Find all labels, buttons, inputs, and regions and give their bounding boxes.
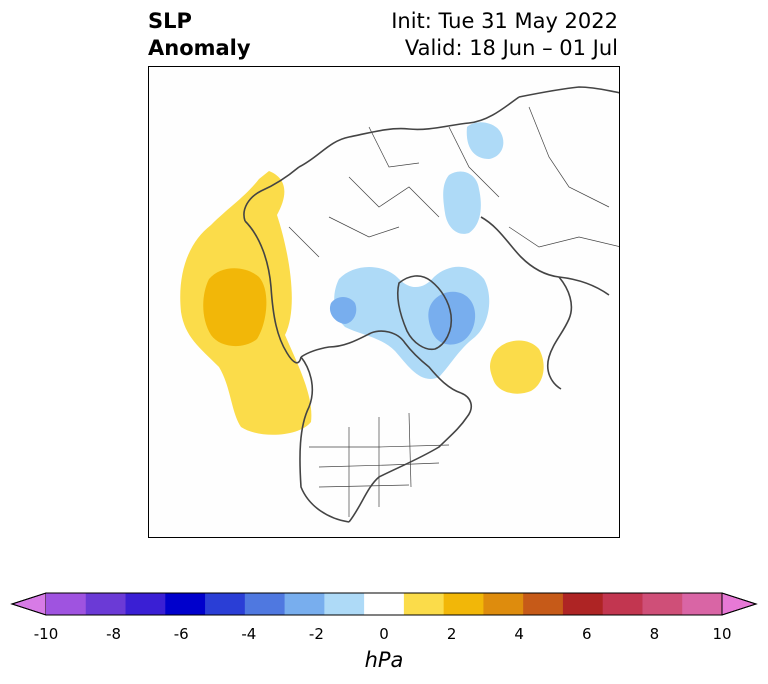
title-anomaly: Anomaly (148, 36, 251, 60)
anomaly-positive-atlantic (490, 340, 544, 394)
colorbar-tick-label: -8 (106, 625, 122, 643)
colorbar-segment (165, 593, 206, 615)
map-panel (148, 66, 620, 538)
anomaly-negative-greenland-inner-w (329, 297, 357, 324)
colorbar-tick-label: 0 (379, 625, 389, 643)
anomaly-positive-pacific-inner (203, 268, 267, 347)
colorbar-segment (46, 593, 87, 615)
colorbar-segment (483, 593, 524, 615)
colorbar-tick-label: 4 (514, 625, 524, 643)
colorbar-segment (85, 593, 127, 615)
colorbar-tick-label: 6 (582, 625, 592, 643)
colorbar-segment (403, 593, 445, 615)
colorbar-segment (602, 593, 643, 615)
colorbar-tick-label: 8 (649, 625, 660, 643)
anomaly-negative-russia-south (443, 171, 481, 234)
colorbar-outline (10, 592, 758, 616)
colorbar-segment (682, 593, 723, 615)
colorbar-segment (205, 593, 246, 615)
title-slp: SLP (148, 9, 192, 33)
colorbar-tick-label: 10 (712, 625, 732, 643)
colorbar-segment (562, 593, 604, 615)
colorbar-segment (443, 593, 484, 615)
colorbar-segment (364, 593, 405, 615)
colorbar-segment (284, 593, 325, 615)
colorbar-tick-label: -4 (241, 625, 257, 643)
map-svg (149, 67, 619, 537)
init-date: Init: Tue 31 May 2022 (391, 9, 618, 33)
colorbar-svg (10, 592, 758, 616)
colorbar (0, 580, 768, 680)
chart-title-right: Init: Tue 31 May 2022 Valid: 18 Jun – 01… (391, 8, 618, 62)
colorbar-tick-label: -10 (33, 625, 59, 643)
anomaly-negative-russia-north (466, 122, 504, 159)
colorbar-tick-label: -2 (308, 625, 324, 643)
colorbar-segment (125, 593, 166, 615)
colorbar-segment (324, 593, 365, 615)
chart-title-left: SLP Anomaly (148, 8, 251, 62)
colorbar-tick-label: -6 (173, 625, 189, 643)
colorbar-extend-low (10, 592, 47, 616)
colorbar-unit-label: hPa (364, 648, 404, 672)
colorbar-segment (523, 593, 564, 615)
colorbar-extend-high (721, 592, 758, 616)
borders (288, 106, 619, 517)
coastlines (243, 86, 619, 523)
valid-range: Valid: 18 Jun – 01 Jul (404, 36, 618, 60)
colorbar-tick-label: 2 (446, 625, 457, 643)
colorbar-segment (244, 593, 286, 615)
colorbar-segment (642, 593, 683, 615)
